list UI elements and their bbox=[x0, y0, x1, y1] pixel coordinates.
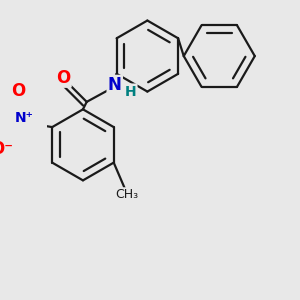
Text: CH₃: CH₃ bbox=[115, 188, 138, 201]
Text: O: O bbox=[56, 69, 70, 87]
Text: H: H bbox=[125, 85, 136, 99]
Text: O: O bbox=[11, 82, 26, 100]
Text: N⁺: N⁺ bbox=[15, 111, 34, 125]
Text: N: N bbox=[108, 76, 122, 94]
Text: O⁻: O⁻ bbox=[0, 140, 13, 158]
